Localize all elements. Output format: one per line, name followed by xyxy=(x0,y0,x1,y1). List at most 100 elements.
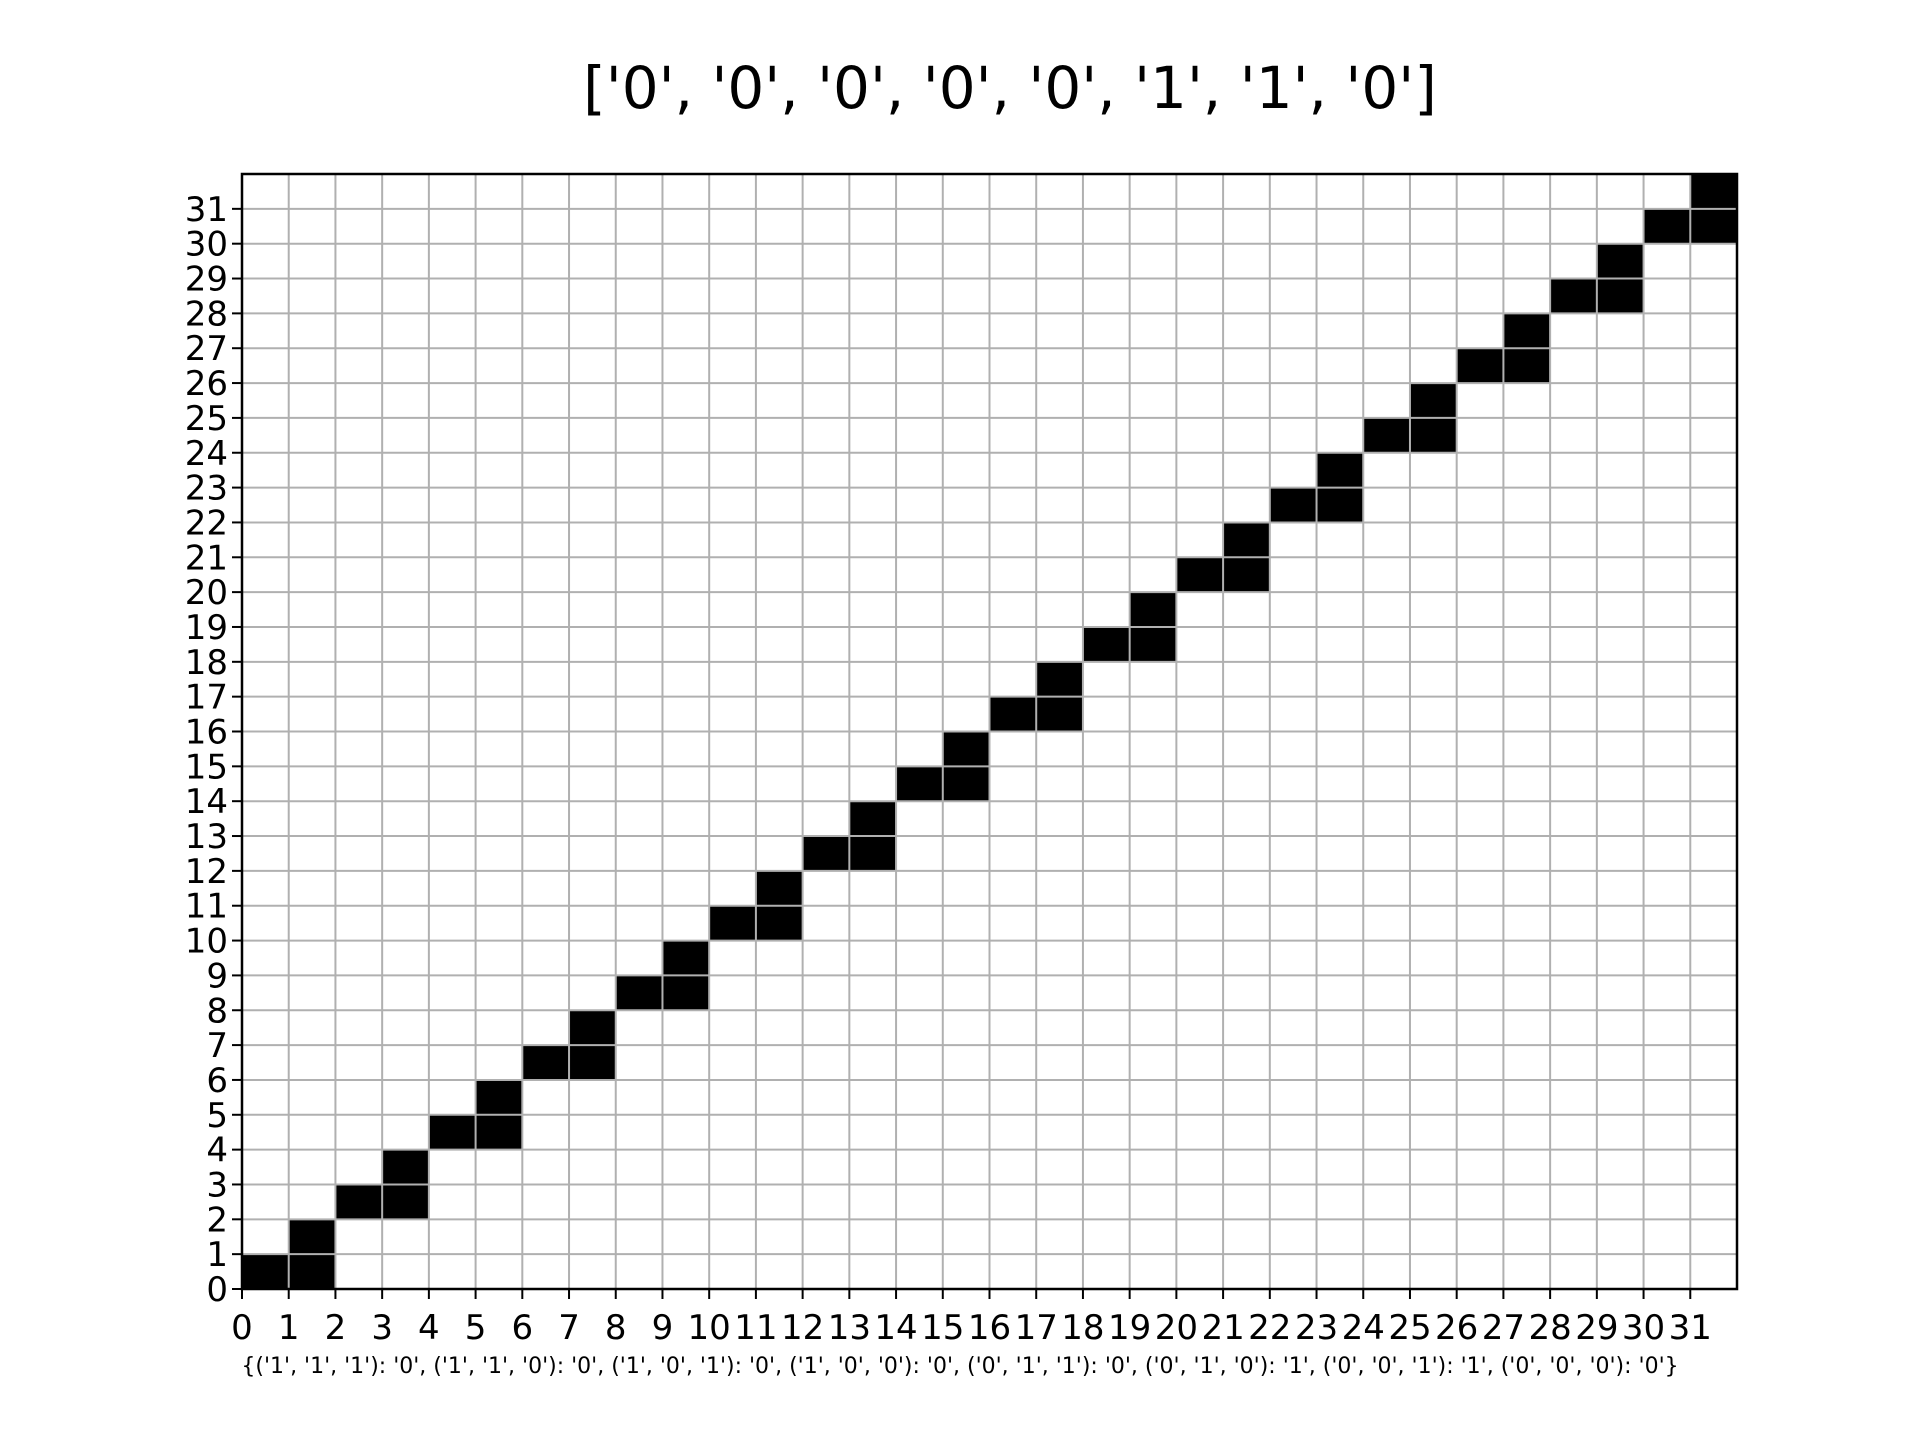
x-tick-label: 0 xyxy=(231,1308,253,1348)
x-tick-label: 11 xyxy=(734,1308,777,1348)
x-tick-label: 29 xyxy=(1575,1308,1618,1348)
filled-cell-27-26 xyxy=(1503,348,1551,384)
y-tick-label: 18 xyxy=(185,643,228,683)
chart-title: ['0', '0', '0', '0', '0', '1', '1', '0'] xyxy=(583,54,1437,122)
y-tick-label: 17 xyxy=(185,678,228,718)
x-tick-label: 26 xyxy=(1435,1308,1478,1348)
filled-cell-30-30 xyxy=(1643,208,1691,244)
y-tick-label: 14 xyxy=(185,782,228,822)
y-tick-label: 9 xyxy=(206,956,228,996)
x-tick-label: 23 xyxy=(1295,1308,1338,1348)
y-tick-label: 1 xyxy=(206,1235,228,1275)
filled-cell-9-8 xyxy=(662,975,710,1011)
filled-cell-31-31 xyxy=(1690,174,1737,209)
filled-cell-25-24 xyxy=(1409,417,1457,453)
y-tick-label: 29 xyxy=(185,260,228,300)
filled-cell-4-4 xyxy=(428,1114,476,1150)
filled-cell-2-2 xyxy=(335,1184,383,1220)
x-tick-label: 15 xyxy=(921,1308,964,1348)
x-tick-label: 28 xyxy=(1528,1308,1571,1348)
cell-layer xyxy=(242,174,1737,1289)
y-tick-label: 2 xyxy=(206,1200,228,1240)
filled-cell-20-20 xyxy=(1176,557,1224,593)
filled-cell-13-13 xyxy=(849,801,897,837)
filled-cell-24-24 xyxy=(1363,417,1410,453)
y-tick-label: 23 xyxy=(185,469,228,509)
x-tick-label: 12 xyxy=(781,1308,824,1348)
x-tick-label: 20 xyxy=(1155,1308,1198,1348)
y-tick-label: 26 xyxy=(185,364,228,404)
y-tick-label: 0 xyxy=(206,1270,228,1310)
filled-cell-15-15 xyxy=(942,731,990,767)
x-tick-label: 1 xyxy=(278,1308,300,1348)
x-tick-label: 3 xyxy=(371,1308,393,1348)
filled-cell-13-12 xyxy=(849,836,897,871)
filled-cell-21-20 xyxy=(1223,557,1270,593)
x-tick-label: 25 xyxy=(1388,1308,1431,1348)
y-tick-label: 16 xyxy=(185,713,228,753)
filled-cell-1-1 xyxy=(288,1219,336,1255)
filled-cell-3-2 xyxy=(382,1184,429,1220)
y-tick-label: 27 xyxy=(185,329,228,369)
filled-cell-27-27 xyxy=(1503,313,1551,349)
filled-cell-14-14 xyxy=(896,766,943,802)
filled-cell-11-11 xyxy=(755,870,803,906)
x-tick-label: 10 xyxy=(688,1308,731,1348)
x-tick-label: 27 xyxy=(1482,1308,1525,1348)
x-tick-label: 31 xyxy=(1669,1308,1712,1348)
y-tick-label: 10 xyxy=(185,922,228,962)
filled-cell-25-25 xyxy=(1409,383,1457,418)
filled-cell-7-6 xyxy=(569,1045,616,1080)
filled-cell-16-16 xyxy=(989,696,1037,732)
y-tick-label: 20 xyxy=(185,573,228,613)
y-tick-label: 8 xyxy=(206,991,228,1031)
x-tick-label: 9 xyxy=(652,1308,674,1348)
filled-cell-10-10 xyxy=(709,905,756,941)
x-tick-label: 22 xyxy=(1248,1308,1291,1348)
y-tick-label: 7 xyxy=(206,1026,228,1066)
filled-cell-17-16 xyxy=(1036,696,1083,732)
x-tick-label: 14 xyxy=(874,1308,917,1348)
filled-cell-22-22 xyxy=(1269,487,1317,523)
x-tick-label: 5 xyxy=(465,1308,487,1348)
filled-cell-29-29 xyxy=(1596,243,1644,279)
y-tick-label: 28 xyxy=(185,294,228,334)
x-tick-label: 16 xyxy=(968,1308,1011,1348)
x-tick-label: 19 xyxy=(1108,1308,1151,1348)
filled-cell-26-26 xyxy=(1456,348,1504,384)
y-tick-label: 5 xyxy=(206,1096,228,1136)
filled-cell-29-28 xyxy=(1596,278,1644,314)
y-tick-label: 31 xyxy=(185,190,228,230)
x-tick-label: 24 xyxy=(1342,1308,1385,1348)
filled-cell-0-0 xyxy=(242,1254,289,1289)
y-tick-label: 30 xyxy=(185,225,228,265)
y-tick-label: 21 xyxy=(185,538,228,578)
x-tick-label: 6 xyxy=(511,1308,533,1348)
x-tick-label: 18 xyxy=(1061,1308,1104,1348)
y-tick-label: 24 xyxy=(185,434,228,474)
y-tick-label: 19 xyxy=(185,608,228,648)
filled-cell-28-28 xyxy=(1550,278,1597,314)
filled-cell-5-4 xyxy=(475,1114,523,1150)
filled-cell-21-21 xyxy=(1223,522,1270,558)
filled-cell-19-18 xyxy=(1129,626,1177,662)
x-tick-label: 17 xyxy=(1015,1308,1058,1348)
y-tick-label: 4 xyxy=(206,1131,228,1171)
filled-cell-15-14 xyxy=(942,766,990,802)
x-tick-label: 7 xyxy=(558,1308,580,1348)
filled-cell-7-7 xyxy=(569,1010,616,1046)
y-axis-ticks: 0123456789101112131415161718192021222324… xyxy=(185,190,242,1310)
y-tick-label: 25 xyxy=(185,399,228,439)
filled-cell-31-30 xyxy=(1690,208,1737,244)
x-axis-label: {('1', '1', '1'): '0', ('1', '1', '0'): … xyxy=(241,1354,1678,1379)
x-tick-label: 13 xyxy=(828,1308,871,1348)
x-tick-label: 21 xyxy=(1201,1308,1244,1348)
filled-cell-19-19 xyxy=(1129,592,1177,627)
filled-cell-6-6 xyxy=(522,1045,570,1080)
y-tick-label: 12 xyxy=(185,852,228,892)
y-tick-label: 22 xyxy=(185,503,228,543)
filled-cell-11-10 xyxy=(755,905,803,941)
filled-cell-5-5 xyxy=(475,1079,523,1115)
filled-cell-23-22 xyxy=(1316,487,1364,523)
